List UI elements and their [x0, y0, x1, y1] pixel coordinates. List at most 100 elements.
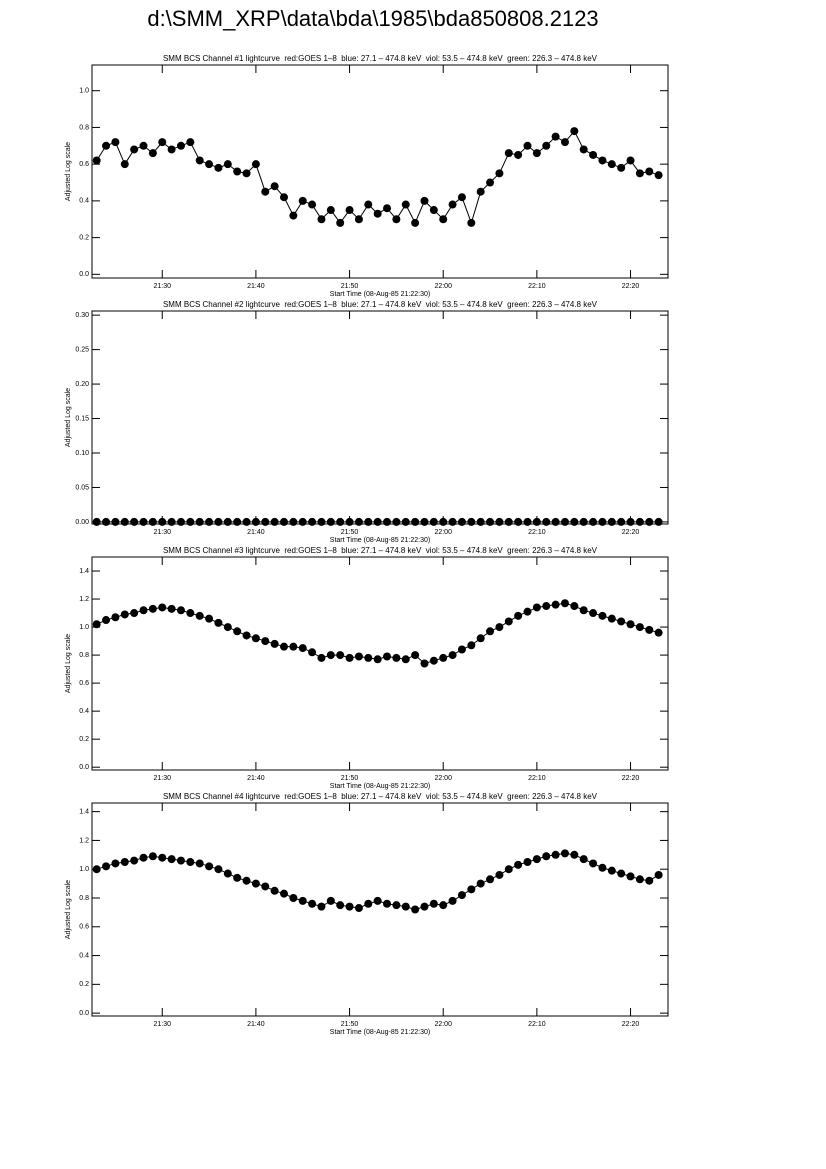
data-point: [392, 215, 401, 224]
data-point: [514, 611, 523, 620]
y-tick-label: 0.8: [79, 124, 89, 131]
data-point: [645, 517, 654, 526]
data-point: [111, 613, 120, 622]
data-point: [523, 141, 532, 150]
y-tick-label: 1.4: [79, 568, 89, 575]
data-point: [176, 606, 185, 615]
data-point: [607, 517, 616, 526]
y-axis-label: Adjusted Log scale: [65, 388, 72, 447]
data-point: [167, 604, 176, 613]
data-point: [186, 858, 195, 867]
data-point: [532, 855, 541, 864]
data-point: [158, 603, 167, 612]
y-tick-label: 0.4: [79, 952, 89, 959]
data-point: [523, 607, 532, 616]
data-point: [645, 167, 654, 176]
data-point: [439, 653, 448, 662]
data-point: [551, 850, 560, 859]
data-point: [429, 899, 438, 908]
x-tick-label: 21:50: [341, 1021, 359, 1028]
data-point: [617, 869, 626, 878]
data-point: [626, 517, 635, 526]
data-point: [607, 866, 616, 875]
data-point: [542, 602, 551, 611]
data-point: [420, 517, 429, 526]
data-point: [514, 860, 523, 869]
data-point: [654, 171, 663, 180]
data-point: [139, 853, 148, 862]
data-point: [560, 849, 569, 858]
data-point: [195, 156, 204, 165]
x-axis-label: Start Time (08-Aug-85 21:22:30): [330, 783, 430, 790]
page-title: d:\SMM_XRP\data\bda\1985\bda850808.2123: [147, 6, 598, 31]
data-point: [589, 609, 598, 618]
data-point: [383, 899, 392, 908]
x-tick-label: 22:00: [434, 775, 452, 782]
data-point: [186, 609, 195, 618]
data-point: [354, 517, 363, 526]
data-point: [598, 156, 607, 165]
y-tick-label: 0.2: [79, 234, 89, 241]
data-point: [401, 655, 410, 664]
data-point: [233, 873, 242, 882]
data-point: [392, 653, 401, 662]
y-tick-label: 0.30: [75, 312, 89, 319]
data-point: [289, 211, 298, 220]
x-tick-label: 22:10: [528, 1021, 546, 1028]
data-point: [214, 163, 223, 172]
data-point: [205, 614, 214, 623]
y-tick-label: 0.2: [79, 981, 89, 988]
data-point: [205, 862, 214, 871]
data-point: [476, 187, 485, 196]
data-point: [280, 889, 288, 898]
data-point: [504, 617, 513, 626]
data-point: [214, 865, 223, 874]
data-point: [139, 517, 148, 526]
data-point: [336, 651, 345, 660]
data-point: [176, 517, 185, 526]
x-tick-label: 21:40: [247, 529, 265, 536]
data-point: [120, 858, 129, 867]
x-tick-label: 21:30: [153, 775, 171, 782]
data-point: [261, 517, 270, 526]
data-point: [411, 905, 420, 914]
data-point: [317, 517, 326, 526]
data-point: [317, 215, 326, 224]
data-point: [476, 879, 485, 888]
data-point: [486, 517, 495, 526]
data-point: [579, 145, 588, 154]
plot-frame: [91, 802, 669, 1017]
data-point: [429, 206, 438, 215]
data-point: [130, 517, 139, 526]
data-point: [401, 517, 410, 526]
data-point: [261, 882, 270, 891]
data-point: [514, 150, 523, 159]
data-point: [298, 896, 307, 905]
y-tick-label: 0.0: [79, 271, 89, 278]
data-point: [560, 599, 569, 608]
data-point: [411, 218, 420, 227]
data-point: [654, 517, 663, 526]
data-point: [645, 625, 654, 634]
data-point: [167, 855, 176, 864]
plot-frame: [91, 310, 669, 525]
data-point: [392, 517, 401, 526]
x-tick-label: 21:50: [341, 283, 359, 290]
data-point: [560, 517, 569, 526]
data-point: [120, 160, 129, 169]
data-point: [635, 517, 644, 526]
data-point: [336, 517, 345, 526]
data-point: [336, 901, 345, 910]
data-point: [214, 517, 223, 526]
x-tick-label: 22:20: [622, 1021, 640, 1028]
data-point: [280, 193, 288, 202]
data-point: [148, 604, 157, 613]
data-point: [158, 517, 167, 526]
data-point: [373, 517, 382, 526]
data-point: [598, 517, 607, 526]
data-point: [308, 899, 317, 908]
data-point: [354, 652, 363, 661]
data-point: [139, 141, 148, 150]
x-tick-label: 22:00: [434, 283, 452, 290]
data-point: [570, 127, 579, 136]
